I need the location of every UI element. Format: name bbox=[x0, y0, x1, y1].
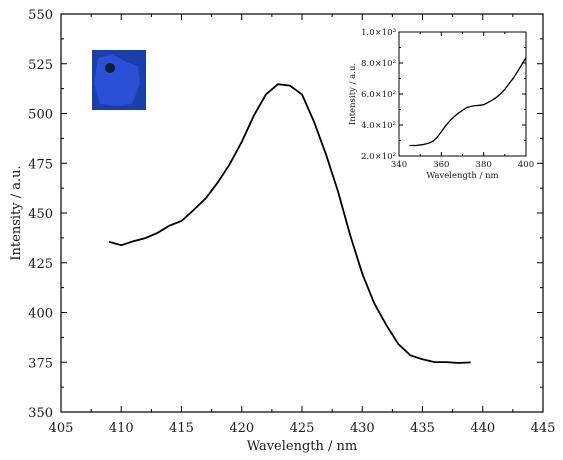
inset-y-tick-label: 4.0×10² bbox=[361, 121, 396, 131]
main-y-tick-label: 475 bbox=[28, 157, 53, 172]
inset-x-tick-label: 380 bbox=[476, 160, 492, 170]
main-x-tick-label: 435 bbox=[410, 421, 435, 436]
inset-y-axis-title: Intensity / a.u. bbox=[348, 63, 358, 125]
inset-series-line bbox=[409, 57, 527, 147]
inset-plot-frame bbox=[398, 31, 527, 157]
inset-x-tick-label: 340 bbox=[391, 160, 407, 170]
inset-ticks: 340 360 380 400 2.0×10² 4.0×10² 6.0×10² 8.0×10²… bbox=[361, 28, 534, 170]
inset-chart: 340 360 380 400 2.0×10² 4.0×10² 6.0×10² 8.0×10²… bbox=[348, 28, 534, 181]
main-x-tick-label: 445 bbox=[531, 421, 556, 436]
main-x-tick-label: 420 bbox=[229, 421, 254, 436]
main-y-tick-label: 525 bbox=[28, 58, 53, 73]
inset-y-tick-label: 8.0×10² bbox=[361, 59, 396, 69]
main-x-tick-label: 410 bbox=[109, 421, 134, 436]
inset-x-tick-label: 400 bbox=[518, 160, 534, 170]
main-series-line bbox=[108, 83, 471, 364]
main-ticks: 405 410 415 420 425 430 435 440 445 350 375 400 425 4… bbox=[28, 8, 555, 436]
sample-photo-thumbnail bbox=[92, 50, 146, 110]
inset-y-tick-label: 6.0×10² bbox=[361, 90, 396, 100]
main-x-tick-label: 415 bbox=[169, 421, 194, 436]
main-x-tick-label: 425 bbox=[290, 421, 315, 436]
main-y-tick-label: 350 bbox=[28, 406, 53, 421]
inset-x-axis-title: Wavelength / nm bbox=[426, 171, 498, 181]
main-x-tick-label: 405 bbox=[49, 421, 74, 436]
main-y-tick-label: 400 bbox=[28, 307, 53, 322]
thumbnail-dark-spot bbox=[105, 63, 115, 73]
main-y-axis-title: Intensity / a.u. bbox=[9, 165, 24, 260]
main-y-tick-label: 450 bbox=[28, 207, 53, 222]
inset-y-tick-label: 2.0×10² bbox=[361, 152, 396, 162]
main-chart: 405 410 415 420 425 430 435 440 445 350 375 400 425 4… bbox=[9, 8, 555, 454]
inset-y-tick-label: 1.0×10³ bbox=[361, 28, 396, 38]
inset-x-tick-label: 360 bbox=[433, 160, 449, 170]
main-x-tick-label: 440 bbox=[470, 421, 495, 436]
main-x-axis-title: Wavelength / nm bbox=[247, 439, 358, 454]
main-y-tick-label: 425 bbox=[28, 257, 53, 272]
main-x-tick-label: 430 bbox=[350, 421, 375, 436]
main-y-tick-label: 500 bbox=[28, 108, 53, 123]
main-y-tick-label: 375 bbox=[28, 356, 53, 371]
main-y-tick-label: 550 bbox=[28, 8, 53, 23]
